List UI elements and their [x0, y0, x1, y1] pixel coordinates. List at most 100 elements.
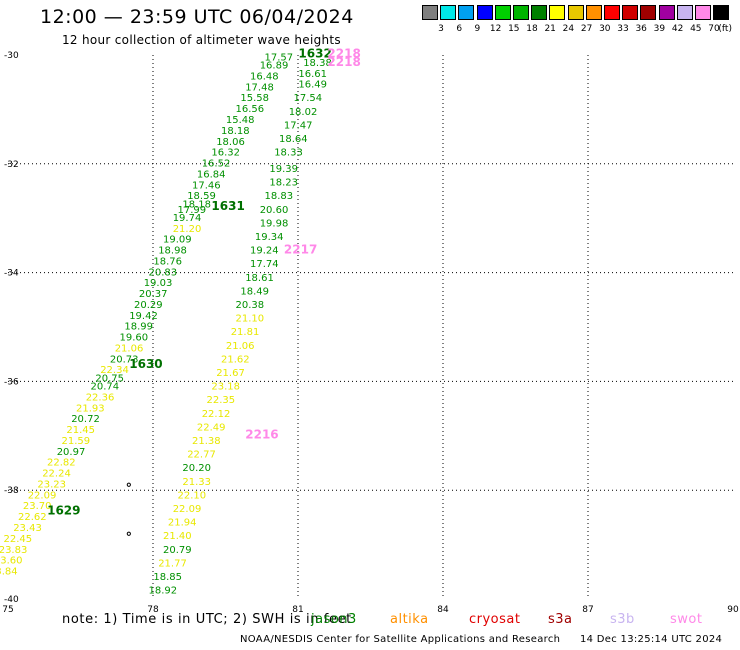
colorbar-label: 3: [438, 24, 444, 34]
pass-time-label: 1631: [211, 199, 244, 213]
swh-value-swot: 18.92: [149, 586, 178, 597]
swh-value-jason3: 21.59: [62, 436, 91, 447]
generated-timestamp: 14 Dec 13:25:14 UTC 2024: [580, 634, 723, 645]
swh-value-jason3: 23.84: [0, 567, 18, 578]
swh-value-swot: 19.34: [255, 232, 284, 243]
swh-value-jason3: 23.83: [0, 545, 27, 556]
swh-value-jason3: 20.97: [57, 447, 86, 458]
colorbar-swatch: [585, 5, 602, 20]
swh-value-swot: 18.33: [274, 148, 303, 159]
swh-value-jason3: 16.52: [202, 159, 231, 170]
swh-value-jason3: 22.34: [100, 365, 129, 376]
swh-value-jason3: 21.06: [115, 343, 144, 354]
swh-value-swot: 21.62: [221, 354, 250, 365]
position-marker: [126, 531, 131, 536]
y-tick-label: -38: [4, 486, 19, 496]
y-tick-label: -32: [4, 160, 19, 170]
colorbar-swatch: [513, 5, 529, 20]
axis-ticks: 75 78 81 84 87 90 -30 -32 -34 -36 -38 -40: [2, 51, 739, 615]
x-tick-label: 90: [727, 605, 739, 615]
swh-value-swot: 18.64: [279, 134, 308, 145]
swh-value-jason3: 18.99: [124, 322, 153, 333]
swh-value-jason3: 22.45: [4, 534, 33, 545]
swh-value-swot: 17.74: [250, 259, 279, 270]
swh-value-jason3: 16.84: [197, 169, 226, 180]
swh-value-jason3: 20.75: [95, 373, 124, 384]
chart-title: 12:00 — 23:59 UTC 06/04/2024: [40, 6, 354, 28]
swh-value-swot: 20.79: [163, 545, 192, 556]
pass-time-label: 2218: [327, 55, 360, 69]
swh-value-swot: 22.77: [187, 450, 216, 461]
pass-time-label: 2217: [284, 243, 317, 257]
colorbar-swatch: [549, 5, 566, 20]
colorbar-label: 36: [635, 24, 647, 34]
colorbar-swatch: [604, 5, 620, 20]
position-marker: [126, 482, 131, 487]
colorbar-label: 24: [562, 24, 575, 34]
swh-value-jason3: 22.82: [47, 458, 76, 469]
footnote: note: 1) Time is in UTC; 2) SWH is in fe…: [62, 612, 352, 627]
swh-value-jason3: 21.45: [66, 425, 95, 436]
swh-value-swot: 22.09: [173, 504, 202, 515]
swh-value-jason3: 18.18: [221, 126, 250, 137]
credit-line: NOAA/NESDIS Center for Satellite Applica…: [240, 634, 561, 645]
swh-value-jason3: 17.57: [265, 52, 294, 63]
swh-value-jason3: 18.18: [182, 199, 211, 210]
satellite-altika: altika: [390, 612, 429, 627]
swh-value-swot: 20.38: [236, 300, 265, 311]
swh-value-jason3: 18.59: [187, 191, 216, 202]
swh-value-swot: 21.33: [182, 477, 211, 488]
swh-value-swot: 19.98: [260, 218, 289, 229]
colorbar-unit: (ft): [718, 24, 732, 34]
colorbar-label: 15: [508, 24, 520, 34]
colorbar-label: 45: [690, 24, 702, 34]
colorbar-label: 9: [474, 24, 481, 34]
swh-value-swot: 18.23: [269, 178, 298, 189]
swh-value-jason3: 18.06: [216, 137, 245, 148]
satellite-cryosat: cryosat: [469, 612, 521, 627]
swh-value-jason3: 20.73: [110, 354, 139, 365]
swh-value-swot: 21.94: [168, 518, 197, 529]
swh-value-jason3: 19.60: [120, 333, 149, 344]
swh-value-jason3: 15.48: [226, 115, 255, 126]
swh-value-swot: 22.49: [197, 422, 226, 433]
swh-value-jason3: 22.24: [42, 469, 71, 480]
satellite-s3b: s3b: [610, 612, 635, 627]
swh-value-swot: 22.35: [207, 395, 236, 406]
colorbar-label: 21: [544, 24, 556, 34]
colorbar-label: 33: [617, 24, 629, 34]
colorbar-swatch: [476, 5, 493, 20]
data-marks: 17.5716.8916.4817.4815.5816.5615.4818.18…: [0, 47, 361, 597]
swh-value-swot: 16.61: [298, 69, 327, 80]
swh-value-jason3: 17.99: [178, 205, 207, 216]
swh-value-swot: 22.10: [178, 490, 207, 501]
colorbar-swatch: [422, 5, 438, 20]
swh-value-jason3: 19.74: [173, 213, 202, 224]
pass-time-label: 2216: [245, 428, 278, 442]
colorbar-swatch: [494, 5, 511, 20]
colorbar-label: 30: [599, 24, 611, 34]
swh-value-swot: 22.12: [202, 409, 231, 420]
swh-value-swot: 20.20: [182, 463, 211, 474]
swh-value-jason3: 15.58: [240, 93, 269, 104]
swh-value-jason3: 22.09: [28, 490, 57, 501]
swh-value-swot: 17.54: [294, 93, 323, 104]
swh-value-jason3: 18.76: [153, 256, 182, 267]
swh-value-jason3: 23.70: [23, 501, 52, 512]
swh-value-jason3: 22.36: [86, 392, 115, 403]
swh-value-jason3: 19.03: [144, 278, 173, 289]
colorbar-label: 27: [580, 24, 593, 34]
swh-value-swot: 16.49: [298, 80, 327, 91]
swh-value-jason3: 20.37: [139, 289, 168, 300]
swh-value-swot: 21.40: [163, 531, 192, 542]
swh-value-swot: 20.60: [260, 205, 289, 216]
swh-value-jason3: 20.83: [149, 267, 178, 278]
swh-value-jason3: 16.48: [250, 71, 279, 82]
colorbar-label: 12: [489, 24, 502, 34]
y-tick-label: -36: [4, 377, 19, 387]
colorbar-swatch: [458, 5, 475, 20]
colorbar-swatch: [567, 5, 584, 20]
swh-value-jason3: 20.29: [134, 300, 163, 311]
chart-subtitle: 12 hour collection of altimeter wave hei…: [62, 33, 341, 47]
